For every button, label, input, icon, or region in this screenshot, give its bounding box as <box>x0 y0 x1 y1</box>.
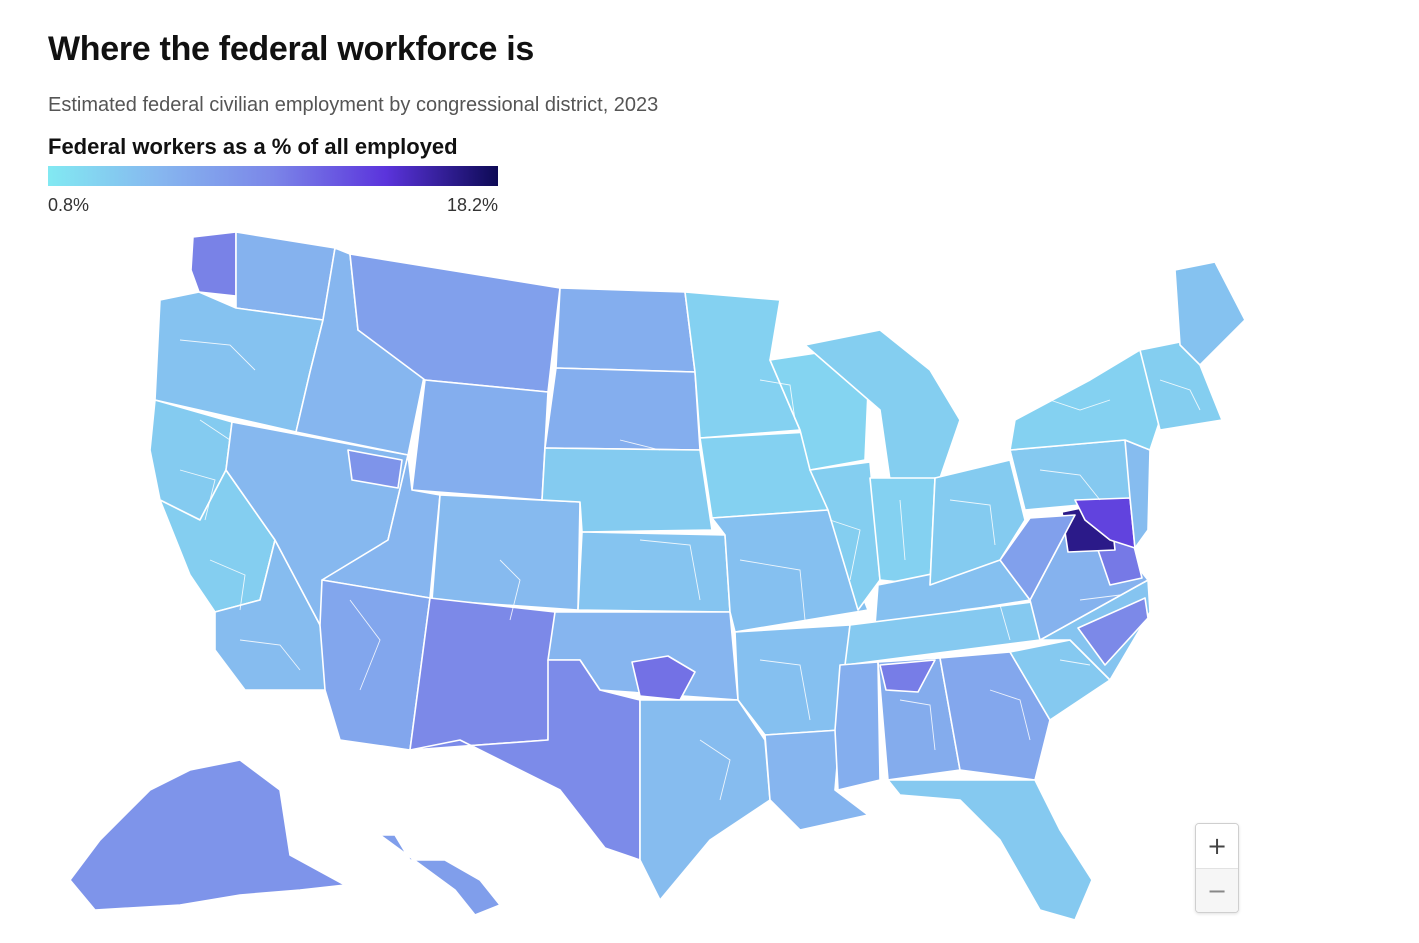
color-legend: Federal workers as a % of all employed 0… <box>48 134 498 216</box>
page-title: Where the federal workforce is <box>48 30 535 68</box>
region-wy[interactable] <box>411 379 549 501</box>
region-ny[interactable] <box>1009 349 1161 451</box>
legend-min-label: 0.8% <box>48 195 90 215</box>
district-boundary <box>179 469 216 521</box>
region-sd[interactable] <box>544 367 701 451</box>
region-nm[interactable] <box>409 597 556 751</box>
region-il[interactable] <box>809 461 881 611</box>
district-boundary <box>899 699 936 751</box>
district-boundary <box>639 539 701 601</box>
region-md[interactable] <box>1074 497 1136 549</box>
region-nd[interactable] <box>555 287 696 373</box>
district-boundary <box>1159 379 1201 411</box>
region-hi[interactable] <box>379 834 501 916</box>
zoom-in-button[interactable]: + <box>1196 824 1238 868</box>
district-boundary <box>989 689 1031 741</box>
district-boundary <box>199 419 231 441</box>
region-fl[interactable] <box>887 779 1093 921</box>
district-boundary <box>1049 399 1111 411</box>
region-nc-east[interactable] <box>1077 597 1149 666</box>
district-boundary <box>759 659 811 721</box>
district-boundary <box>739 559 806 621</box>
region-mi[interactable] <box>804 329 961 481</box>
district-boundary <box>179 339 256 371</box>
region-wa-west[interactable] <box>190 231 237 297</box>
region-al-north[interactable] <box>879 659 936 693</box>
region-ms[interactable] <box>834 661 881 791</box>
district-boundary <box>1079 594 1121 601</box>
district-boundary <box>899 499 906 561</box>
us-district-map[interactable] <box>40 220 1260 935</box>
region-tx-east[interactable] <box>639 699 771 901</box>
legend-max-label: 18.2% <box>446 195 498 215</box>
region-wa-east[interactable] <box>235 231 336 321</box>
district-boundary <box>209 559 246 611</box>
region-new-england[interactable] <box>1139 339 1223 431</box>
region-ut-north[interactable] <box>347 449 403 489</box>
region-ar[interactable] <box>734 624 851 736</box>
district-boundary <box>239 639 301 671</box>
zoom-out-button[interactable]: − <box>1196 868 1238 912</box>
district-boundary <box>949 499 996 546</box>
region-me[interactable] <box>1174 261 1246 366</box>
district-boundary <box>699 739 731 801</box>
district-boundary <box>1059 659 1091 666</box>
zoom-controls: + − <box>1195 823 1239 913</box>
district-boundary <box>619 439 661 451</box>
district-boundary <box>959 604 1011 641</box>
district-boundary <box>349 599 381 691</box>
region-ok-sw[interactable] <box>631 655 696 701</box>
district-boundary <box>499 559 521 621</box>
region-ak[interactable] <box>69 759 346 911</box>
region-wv[interactable] <box>999 514 1076 601</box>
legend-title: Federal workers as a % of all employed <box>48 134 458 159</box>
district-boundary <box>829 519 861 581</box>
district-boundary <box>1039 469 1101 501</box>
region-ks[interactable] <box>577 531 731 613</box>
legend-color-scale <box>48 166 498 186</box>
region-ga[interactable] <box>939 651 1051 781</box>
page-subtitle: Estimated federal civilian employment by… <box>48 94 659 116</box>
region-co[interactable] <box>431 494 581 611</box>
district-boundary <box>759 379 796 421</box>
region-oh[interactable] <box>929 459 1026 586</box>
